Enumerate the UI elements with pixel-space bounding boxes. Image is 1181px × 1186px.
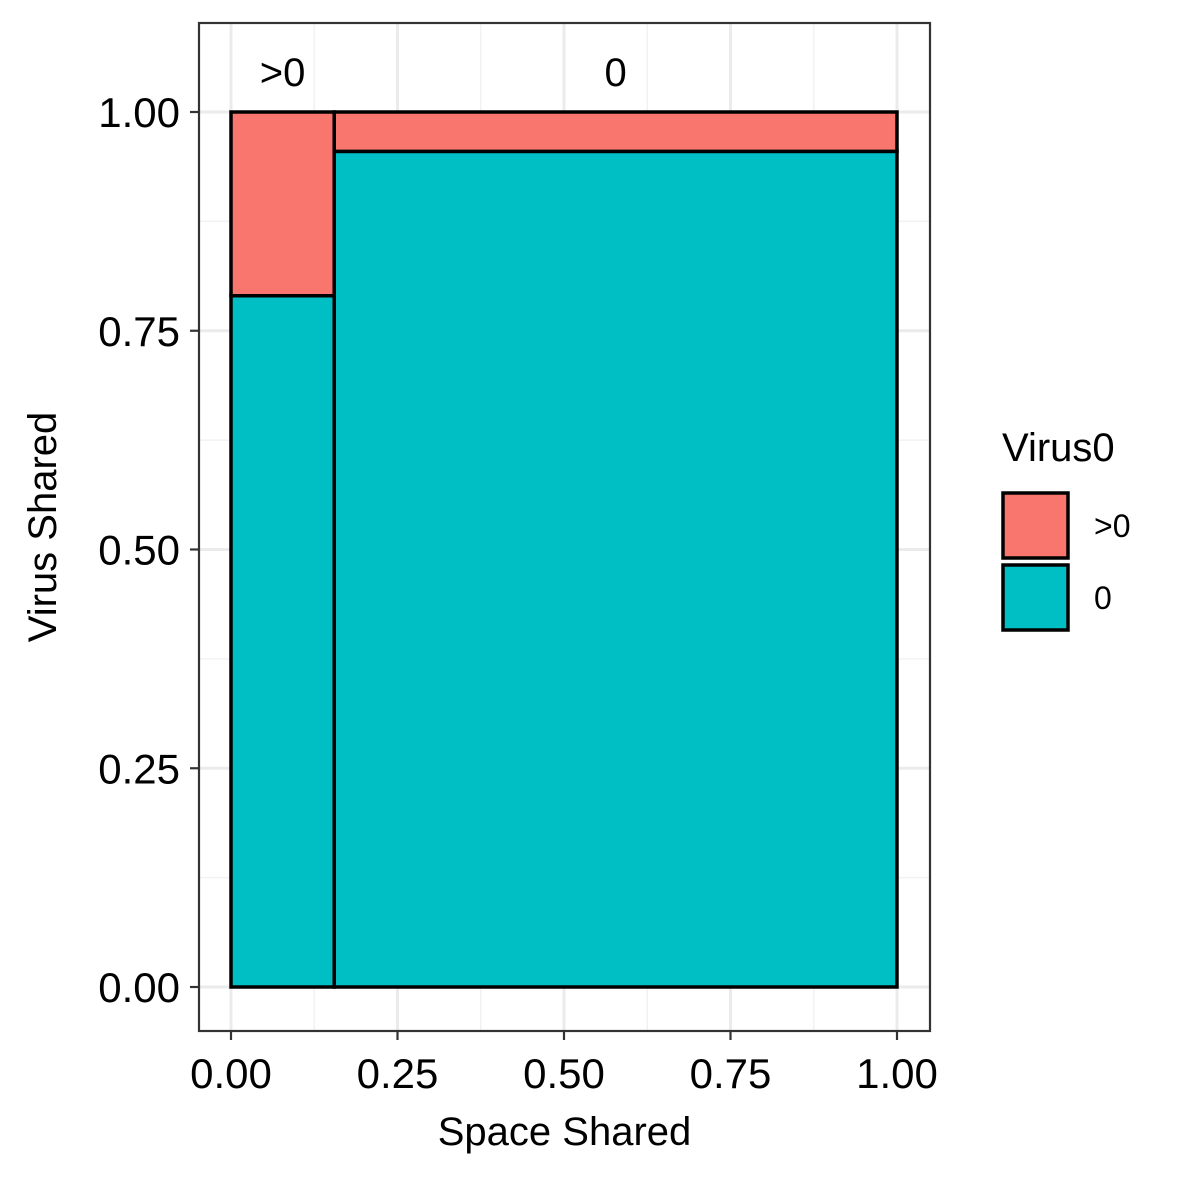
legend-label-1: 0 [1094,580,1112,616]
column-label-1: 0 [604,51,626,95]
legend-key-1 [1001,563,1070,632]
y-tick-label: 0.50 [98,527,180,574]
legend: Virus0 >0 0 [1001,426,1130,632]
y-tick-label: 0.00 [98,964,180,1011]
mosaic-tiles [229,110,899,989]
mosaic-tile-0-1 [229,110,336,298]
legend-entries: >0 0 [1001,491,1130,632]
x-tick-label: 0.75 [690,1050,772,1097]
column-label-0: >0 [260,51,306,95]
x-tick-label: 0.00 [190,1050,272,1097]
x-tick-label: 0.25 [357,1050,439,1097]
x-tick-label: 1.00 [856,1050,938,1097]
y-tick-label: 0.75 [98,308,180,355]
y-tick-label: 1.00 [98,89,180,136]
y-axis: 0.00 0.25 0.50 0.75 1.00 [98,89,199,1011]
y-tick-label: 0.25 [98,745,180,792]
x-axis: 0.00 0.25 0.50 0.75 1.00 [190,1031,938,1097]
legend-key-0 [1001,491,1070,560]
x-axis-title: Space Shared [438,1110,692,1154]
y-axis-title: Virus Shared [21,412,65,643]
column-labels: >0 0 [260,51,627,95]
mosaic-tile-0-0 [229,294,336,989]
mosaic-tile-1-0 [332,149,899,989]
x-tick-label: 0.50 [523,1050,605,1097]
mosaic-tile-1-1 [332,110,899,154]
legend-label-0: >0 [1094,508,1130,544]
legend-title: Virus0 [1002,426,1115,470]
